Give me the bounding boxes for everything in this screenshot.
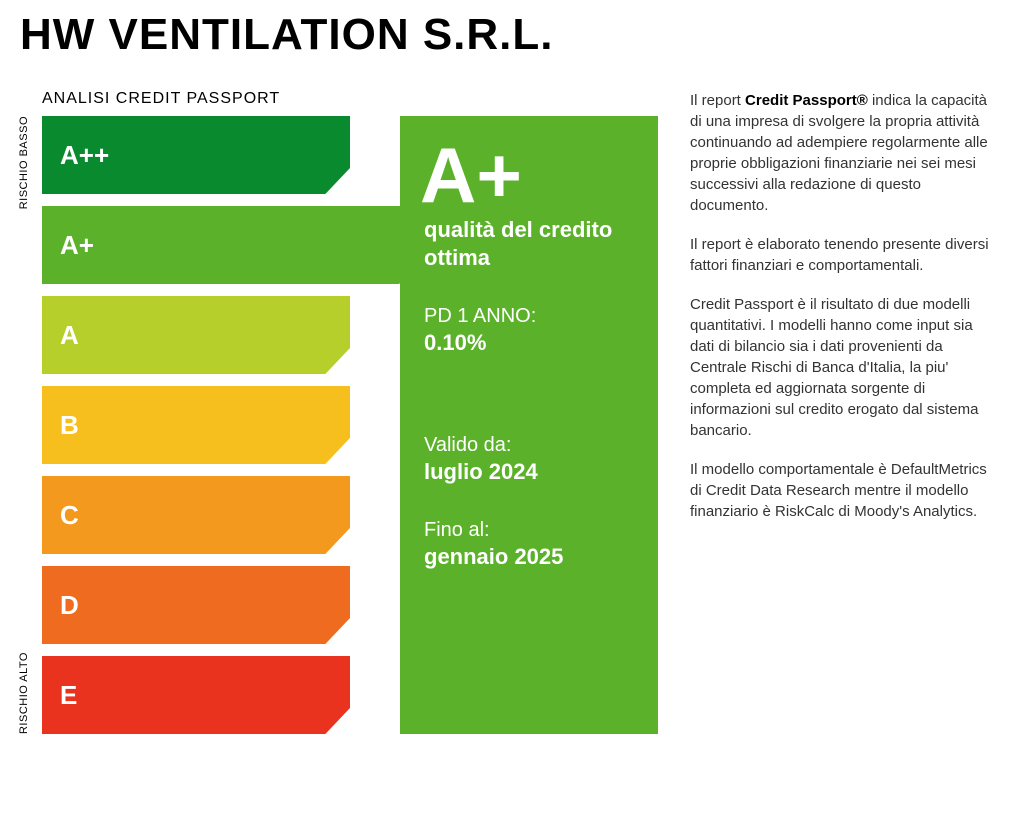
description-p1-bold: Credit Passport® <box>745 92 868 109</box>
valid-from-value: luglio 2024 <box>424 459 634 485</box>
rating-bar-label: A <box>60 320 79 351</box>
valid-to-value: gennaio 2025 <box>424 544 634 570</box>
description-p1: Il report Credit Passport® indica la cap… <box>690 90 990 216</box>
pd-label: PD 1 ANNO: <box>424 305 634 328</box>
valid-to-label: Fino al: <box>424 519 634 542</box>
description-p4: Il modello comportamentale è DefaultMetr… <box>690 459 990 522</box>
rating-bar-B: B <box>42 386 350 464</box>
rating-bars-column: RISCHIO BASSO RISCHIO ALTO A++ A+ A B C D E <box>20 116 350 734</box>
rating-bar-Aplus: A+ <box>42 206 430 284</box>
rating-bar-label: A++ <box>60 140 109 171</box>
rating-bar-A: A <box>42 296 350 374</box>
section-label: ANALISI CREDIT PASSPORT <box>42 90 660 108</box>
score-grade: A+ <box>420 136 634 214</box>
rating-bar-label: C <box>60 500 79 531</box>
risk-high-label: RISCHIO ALTO <box>18 652 30 734</box>
rating-bar-label: D <box>60 590 79 621</box>
description-p1-prefix: Il report <box>690 92 745 109</box>
rating-bar-C: C <box>42 476 350 554</box>
rating-bar-D: D <box>42 566 350 644</box>
rating-bar-label: B <box>60 410 79 441</box>
rating-bar-label: E <box>60 680 77 711</box>
bars-and-card: RISCHIO BASSO RISCHIO ALTO A++ A+ A B C D E A+… <box>20 116 660 734</box>
description-column: Il report Credit Passport® indica la cap… <box>690 90 990 522</box>
description-p2: Il report è elaborato tenendo presente d… <box>690 234 990 276</box>
rating-bar-label: A+ <box>60 230 94 261</box>
score-quality: qualità del credito ottima <box>424 216 634 271</box>
score-card: A+ qualità del credito ottima PD 1 ANNO:… <box>400 116 658 734</box>
risk-low-label: RISCHIO BASSO <box>18 116 30 209</box>
content-row: ANALISI CREDIT PASSPORT RISCHIO BASSO RI… <box>20 90 997 734</box>
rating-bar-E: E <box>42 656 350 734</box>
rating-block: ANALISI CREDIT PASSPORT RISCHIO BASSO RI… <box>20 90 660 734</box>
valid-from-label: Valido da: <box>424 434 634 457</box>
rating-bar-Aplusplus: A++ <box>42 116 350 194</box>
company-title: HW VENTILATION S.R.L. <box>20 10 997 60</box>
description-p1-rest: indica la capacità di una impresa di svo… <box>690 92 988 214</box>
pd-value: 0.10% <box>424 330 634 356</box>
description-p3: Credit Passport è il risultato di due mo… <box>690 294 990 441</box>
